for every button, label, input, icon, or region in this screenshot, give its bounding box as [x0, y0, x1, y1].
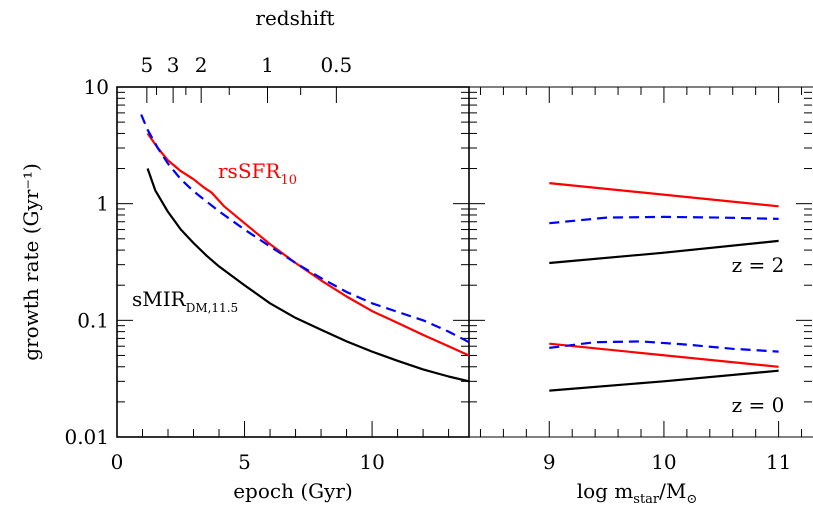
y-tick-label: 0.01	[64, 425, 109, 449]
left-series-line-0	[146, 132, 470, 357]
x-tick-label: 10	[359, 450, 384, 474]
top-tick-label: 1	[261, 53, 274, 77]
right-series-line-2	[549, 239, 779, 265]
annotation-smir: sMIRDM,11.5	[132, 287, 238, 315]
left-panel-frame	[116, 86, 470, 438]
x-label-sub2: ⊙	[686, 492, 697, 507]
y-tick-label: 1	[96, 192, 109, 216]
right-series-line-0	[549, 182, 779, 208]
top-tick-label: 0.5	[320, 53, 352, 77]
x-tick-label-right: 11	[766, 450, 791, 474]
top-tick-label: 2	[195, 53, 208, 77]
annotation-z0: z = 0	[732, 393, 785, 417]
annotation-rssfr: rsSFR10	[218, 159, 297, 188]
x-label-main: log m	[577, 479, 634, 503]
x-axis-label-right: log mstar/M⊙	[577, 479, 698, 507]
right-series-line-3	[549, 342, 779, 368]
annotation-z2: z = 2	[732, 253, 785, 277]
annotation-rssfr-main: rsSFR	[218, 159, 281, 183]
x-label-tail: /M	[659, 479, 686, 503]
left-series-line-2	[146, 168, 470, 383]
x-axis-label-left: epoch (Gyr)	[233, 479, 353, 503]
x-label-sub: star	[633, 492, 660, 507]
annotation-smir-sub: DM,11.5	[186, 301, 238, 315]
annotation-smir-main: sMIR	[132, 287, 187, 311]
annotation-rssfr-sub: 10	[280, 173, 297, 188]
x-tick-label-right: 9	[543, 450, 556, 474]
right-series-line-1	[549, 215, 779, 225]
top-tick-label: 5	[140, 53, 153, 77]
top-tick-label: 3	[167, 53, 180, 77]
y-tick-label: 0.1	[77, 308, 109, 332]
x-tick-label: 5	[238, 450, 251, 474]
x-tick-label-right: 10	[651, 450, 676, 474]
right-series-line-4	[549, 340, 779, 353]
x-tick-label: 0	[111, 450, 124, 474]
right-series-line-5	[549, 369, 779, 392]
y-tick-label: 10	[84, 75, 109, 99]
left-series-line-1	[140, 114, 470, 344]
top-axis-label: redshift	[255, 6, 334, 30]
y-axis-label: growth rate (Gyr⁻¹)	[19, 163, 43, 361]
